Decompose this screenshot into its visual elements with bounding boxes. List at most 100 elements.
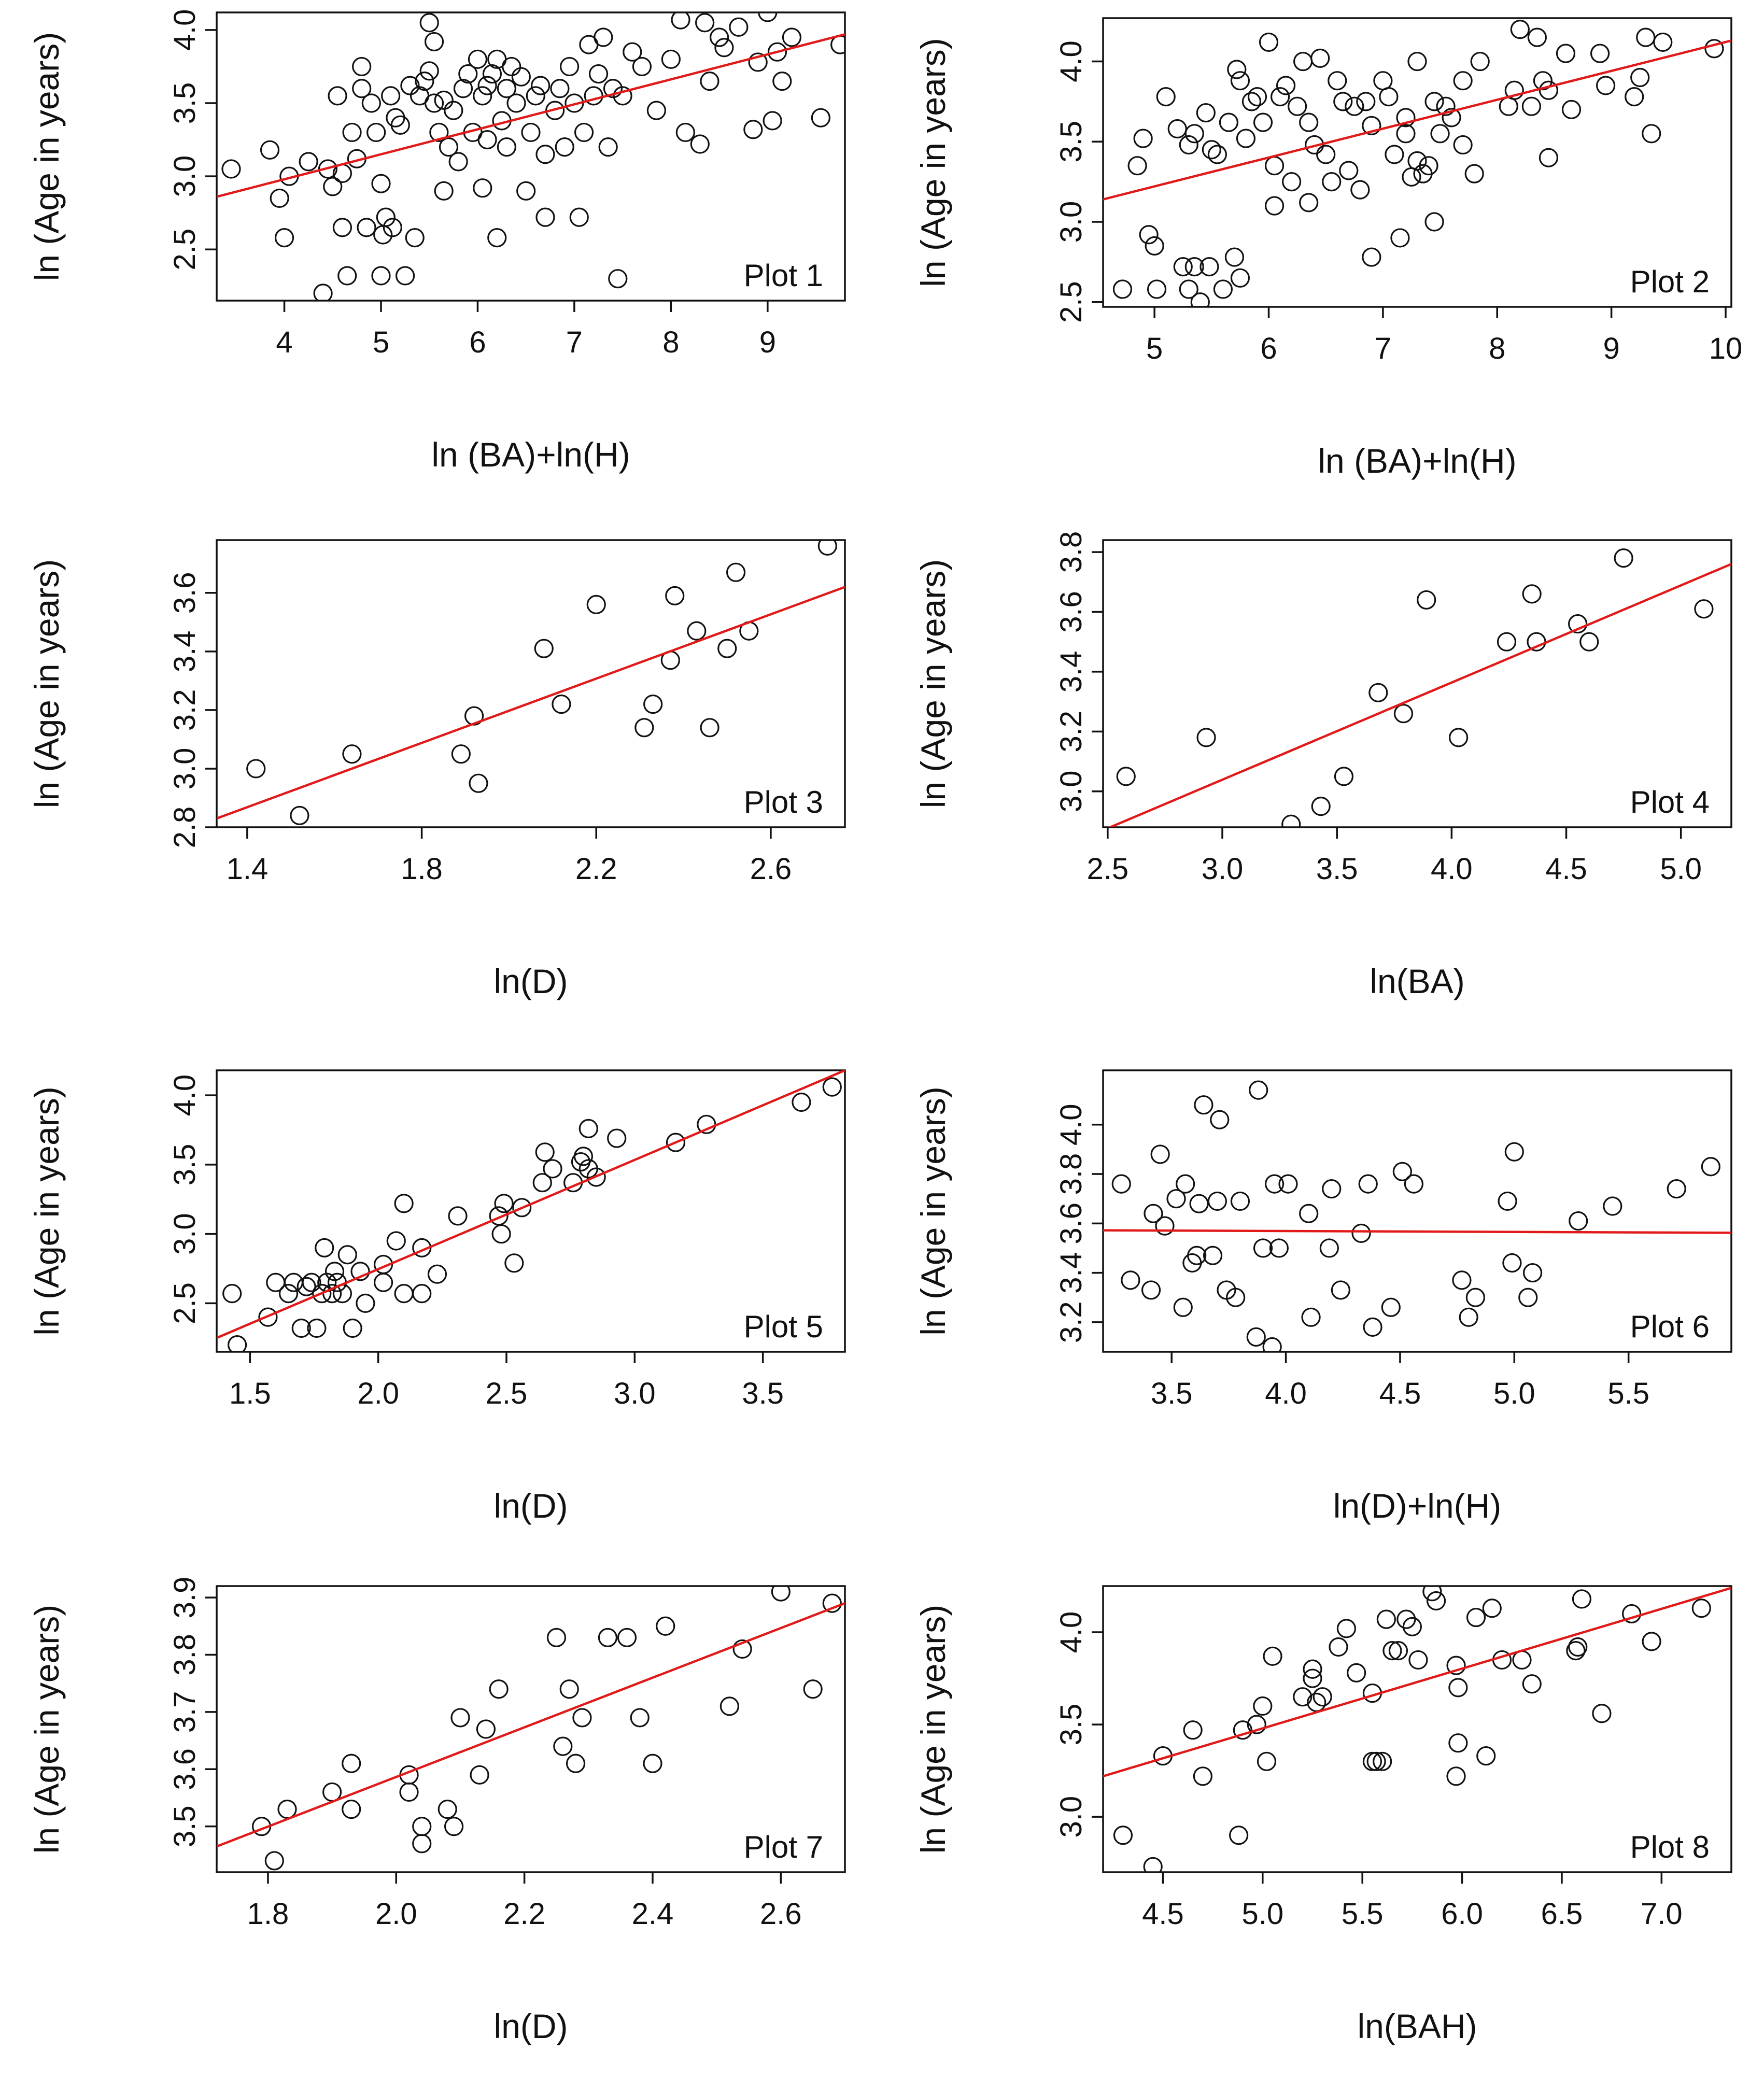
plot-2-data-point bbox=[1196, 103, 1216, 123]
plot-8-data-point bbox=[1253, 1696, 1273, 1716]
plot-2-panel: 5 6 7 8 9 10 2.5 3.0 3.5 4.0 ln (BA)+ln(H) ln (Age … bbox=[914, 17, 1743, 480]
plot-5-data-point bbox=[504, 1253, 524, 1273]
plot-6-data-point bbox=[1331, 1280, 1350, 1300]
plot-2-data-point bbox=[1253, 112, 1273, 132]
plot-5-data-point bbox=[792, 1092, 811, 1112]
plot-1-data-point bbox=[559, 56, 580, 77]
plot-8-data-point bbox=[1183, 1720, 1203, 1740]
plot-1-data-point bbox=[758, 12, 778, 22]
plot-4-title: Plot 4 bbox=[1630, 785, 1710, 819]
plot-1-data-point bbox=[328, 86, 347, 106]
plot-1-data-point bbox=[313, 284, 333, 301]
plot-7-data-point bbox=[546, 1628, 567, 1647]
plot-6-data-point bbox=[1667, 1179, 1686, 1199]
plot-2-data-point bbox=[1241, 92, 1262, 111]
plot-8-x-tick-label: 4.5 bbox=[1142, 1897, 1184, 1931]
plot-2-data-point bbox=[1424, 212, 1444, 232]
plot-3-data-point bbox=[246, 759, 266, 779]
plot-1-data-point bbox=[506, 93, 526, 113]
plot-6-data-point bbox=[1203, 1246, 1223, 1265]
plot-3-data-point bbox=[290, 805, 309, 825]
plot-6-data-point bbox=[1210, 1110, 1230, 1129]
plot-7-data-point bbox=[566, 1753, 586, 1773]
plot-6-points bbox=[1111, 1080, 1720, 1352]
plot-1-x-tick-label: 8 bbox=[662, 326, 679, 359]
plot-8-y-axis: 3.0 3.5 4.0 bbox=[1054, 1611, 1103, 1837]
plot-6-data-point bbox=[1452, 1270, 1472, 1290]
plot-5-points bbox=[222, 1077, 842, 1352]
plot-2-data-point bbox=[1184, 257, 1204, 277]
plot-1-data-point bbox=[371, 174, 391, 193]
plot-4-points bbox=[1116, 548, 1714, 827]
plot-7-data-point bbox=[572, 1708, 592, 1728]
plot-7-data-point bbox=[553, 1736, 573, 1756]
plot-1-data-point bbox=[274, 228, 294, 248]
plot-6-title: Plot 6 bbox=[1630, 1309, 1710, 1344]
plot-3-data-point bbox=[451, 744, 471, 764]
plot-7-data-point bbox=[444, 1817, 464, 1836]
plot-1-data-point bbox=[376, 207, 396, 227]
plot-1-data-point bbox=[299, 152, 318, 172]
plot-7-data-point bbox=[412, 1834, 432, 1854]
plot-1-x-axis: 4 5 6 7 8 9 bbox=[276, 301, 776, 359]
plot-1-data-point bbox=[526, 86, 545, 106]
plot-1-data-point bbox=[332, 218, 352, 237]
plot-7-data-point bbox=[617, 1628, 637, 1647]
plot-4-frame bbox=[1102, 539, 1732, 828]
plot-8-data-point bbox=[1373, 1751, 1392, 1771]
plot-1-data-point bbox=[574, 122, 594, 143]
plot-8-data-point bbox=[1303, 1659, 1322, 1679]
plot-5-data-point bbox=[427, 1264, 447, 1284]
plot-1-x-tick-label: 4 bbox=[276, 326, 292, 359]
plot-7-x-tick-label: 2.4 bbox=[632, 1897, 674, 1931]
plot-2-data-point bbox=[1127, 156, 1147, 176]
plot-6-y-axis-label: ln (Age in years) bbox=[914, 1086, 952, 1336]
plot-5-y-axis: 2.5 3.0 3.5 4.0 bbox=[168, 1074, 217, 1324]
plot-3-x-tick-label: 1.8 bbox=[401, 852, 443, 886]
plot-2-data-point bbox=[1533, 71, 1553, 91]
plot-8-data-point bbox=[1448, 1733, 1468, 1753]
plot-3-data-point bbox=[665, 586, 685, 606]
plot-6-fit-line bbox=[1103, 1229, 1731, 1234]
plot-8-x-axis: 4.5 5.0 5.5 6.0 6.5 7.0 bbox=[1142, 1872, 1683, 1931]
plot-6-data-point bbox=[1264, 1174, 1285, 1194]
plot-1-data-point bbox=[434, 90, 454, 110]
plot-2-data-point bbox=[1470, 51, 1490, 72]
plot-5-data-point bbox=[666, 1133, 686, 1152]
plot-8-panel: 4.5 5.0 5.5 6.0 6.5 7.0 3.0 3.5 4.0 ln(BAH) ln (Ag… bbox=[914, 1585, 1732, 2045]
plot-8-title: Plot 8 bbox=[1630, 1830, 1710, 1864]
plot-7-panel: 1.8 2.0 2.2 2.4 2.6 3.5 3.6 3.7 3.8 3.9 ln(D) ln (A… bbox=[27, 1577, 846, 2045]
plot-2-data-point bbox=[1453, 71, 1473, 91]
plot-2-data-point bbox=[1213, 279, 1233, 299]
plot-8-data-point bbox=[1691, 1599, 1711, 1618]
plot-1-data-point bbox=[613, 86, 632, 106]
plot-8-data-point bbox=[1572, 1589, 1592, 1609]
plot-2-data-point bbox=[1230, 268, 1250, 288]
plot-8-frame bbox=[1102, 1585, 1732, 1873]
plot-1-data-point bbox=[444, 101, 463, 120]
plot-6-data-point bbox=[1603, 1196, 1622, 1216]
plot-2-data-point bbox=[1270, 87, 1290, 107]
plot-5-data-point bbox=[350, 1262, 370, 1281]
plot-2-fit-line bbox=[1103, 39, 1731, 201]
plot-5-data-point bbox=[356, 1293, 375, 1313]
plot-6-y-tick-label: 3.4 bbox=[1054, 1252, 1088, 1294]
plot-1-data-point bbox=[714, 38, 734, 58]
plot-1-data-point bbox=[588, 64, 609, 84]
plot-2-x-tick-label: 10 bbox=[1709, 332, 1743, 365]
plot-6-data-point bbox=[1504, 1142, 1524, 1162]
plot-1-x-axis-label: ln (BA)+ln(H) bbox=[431, 435, 630, 474]
plot-4-y-tick-label: 3.0 bbox=[1054, 770, 1088, 812]
plot-2-data-point bbox=[1333, 92, 1353, 111]
plot-7-x-tick-label: 2.2 bbox=[503, 1897, 545, 1931]
plot-4-y-axis-label: ln (Age in years) bbox=[914, 559, 952, 809]
plot-2-y-tick-label: 4.0 bbox=[1054, 40, 1088, 82]
plot-1-y-tick-label: 3.0 bbox=[168, 155, 202, 197]
plot-1-data-point bbox=[323, 177, 343, 196]
plot-2-data-point bbox=[1179, 135, 1198, 155]
plot-1-data-point bbox=[598, 137, 618, 157]
plot-4-data-point bbox=[1568, 614, 1588, 634]
plot-1-x-tick-label: 6 bbox=[469, 326, 486, 359]
plot-2-data-point bbox=[1642, 124, 1661, 144]
plot-4-data-point bbox=[1579, 632, 1599, 652]
